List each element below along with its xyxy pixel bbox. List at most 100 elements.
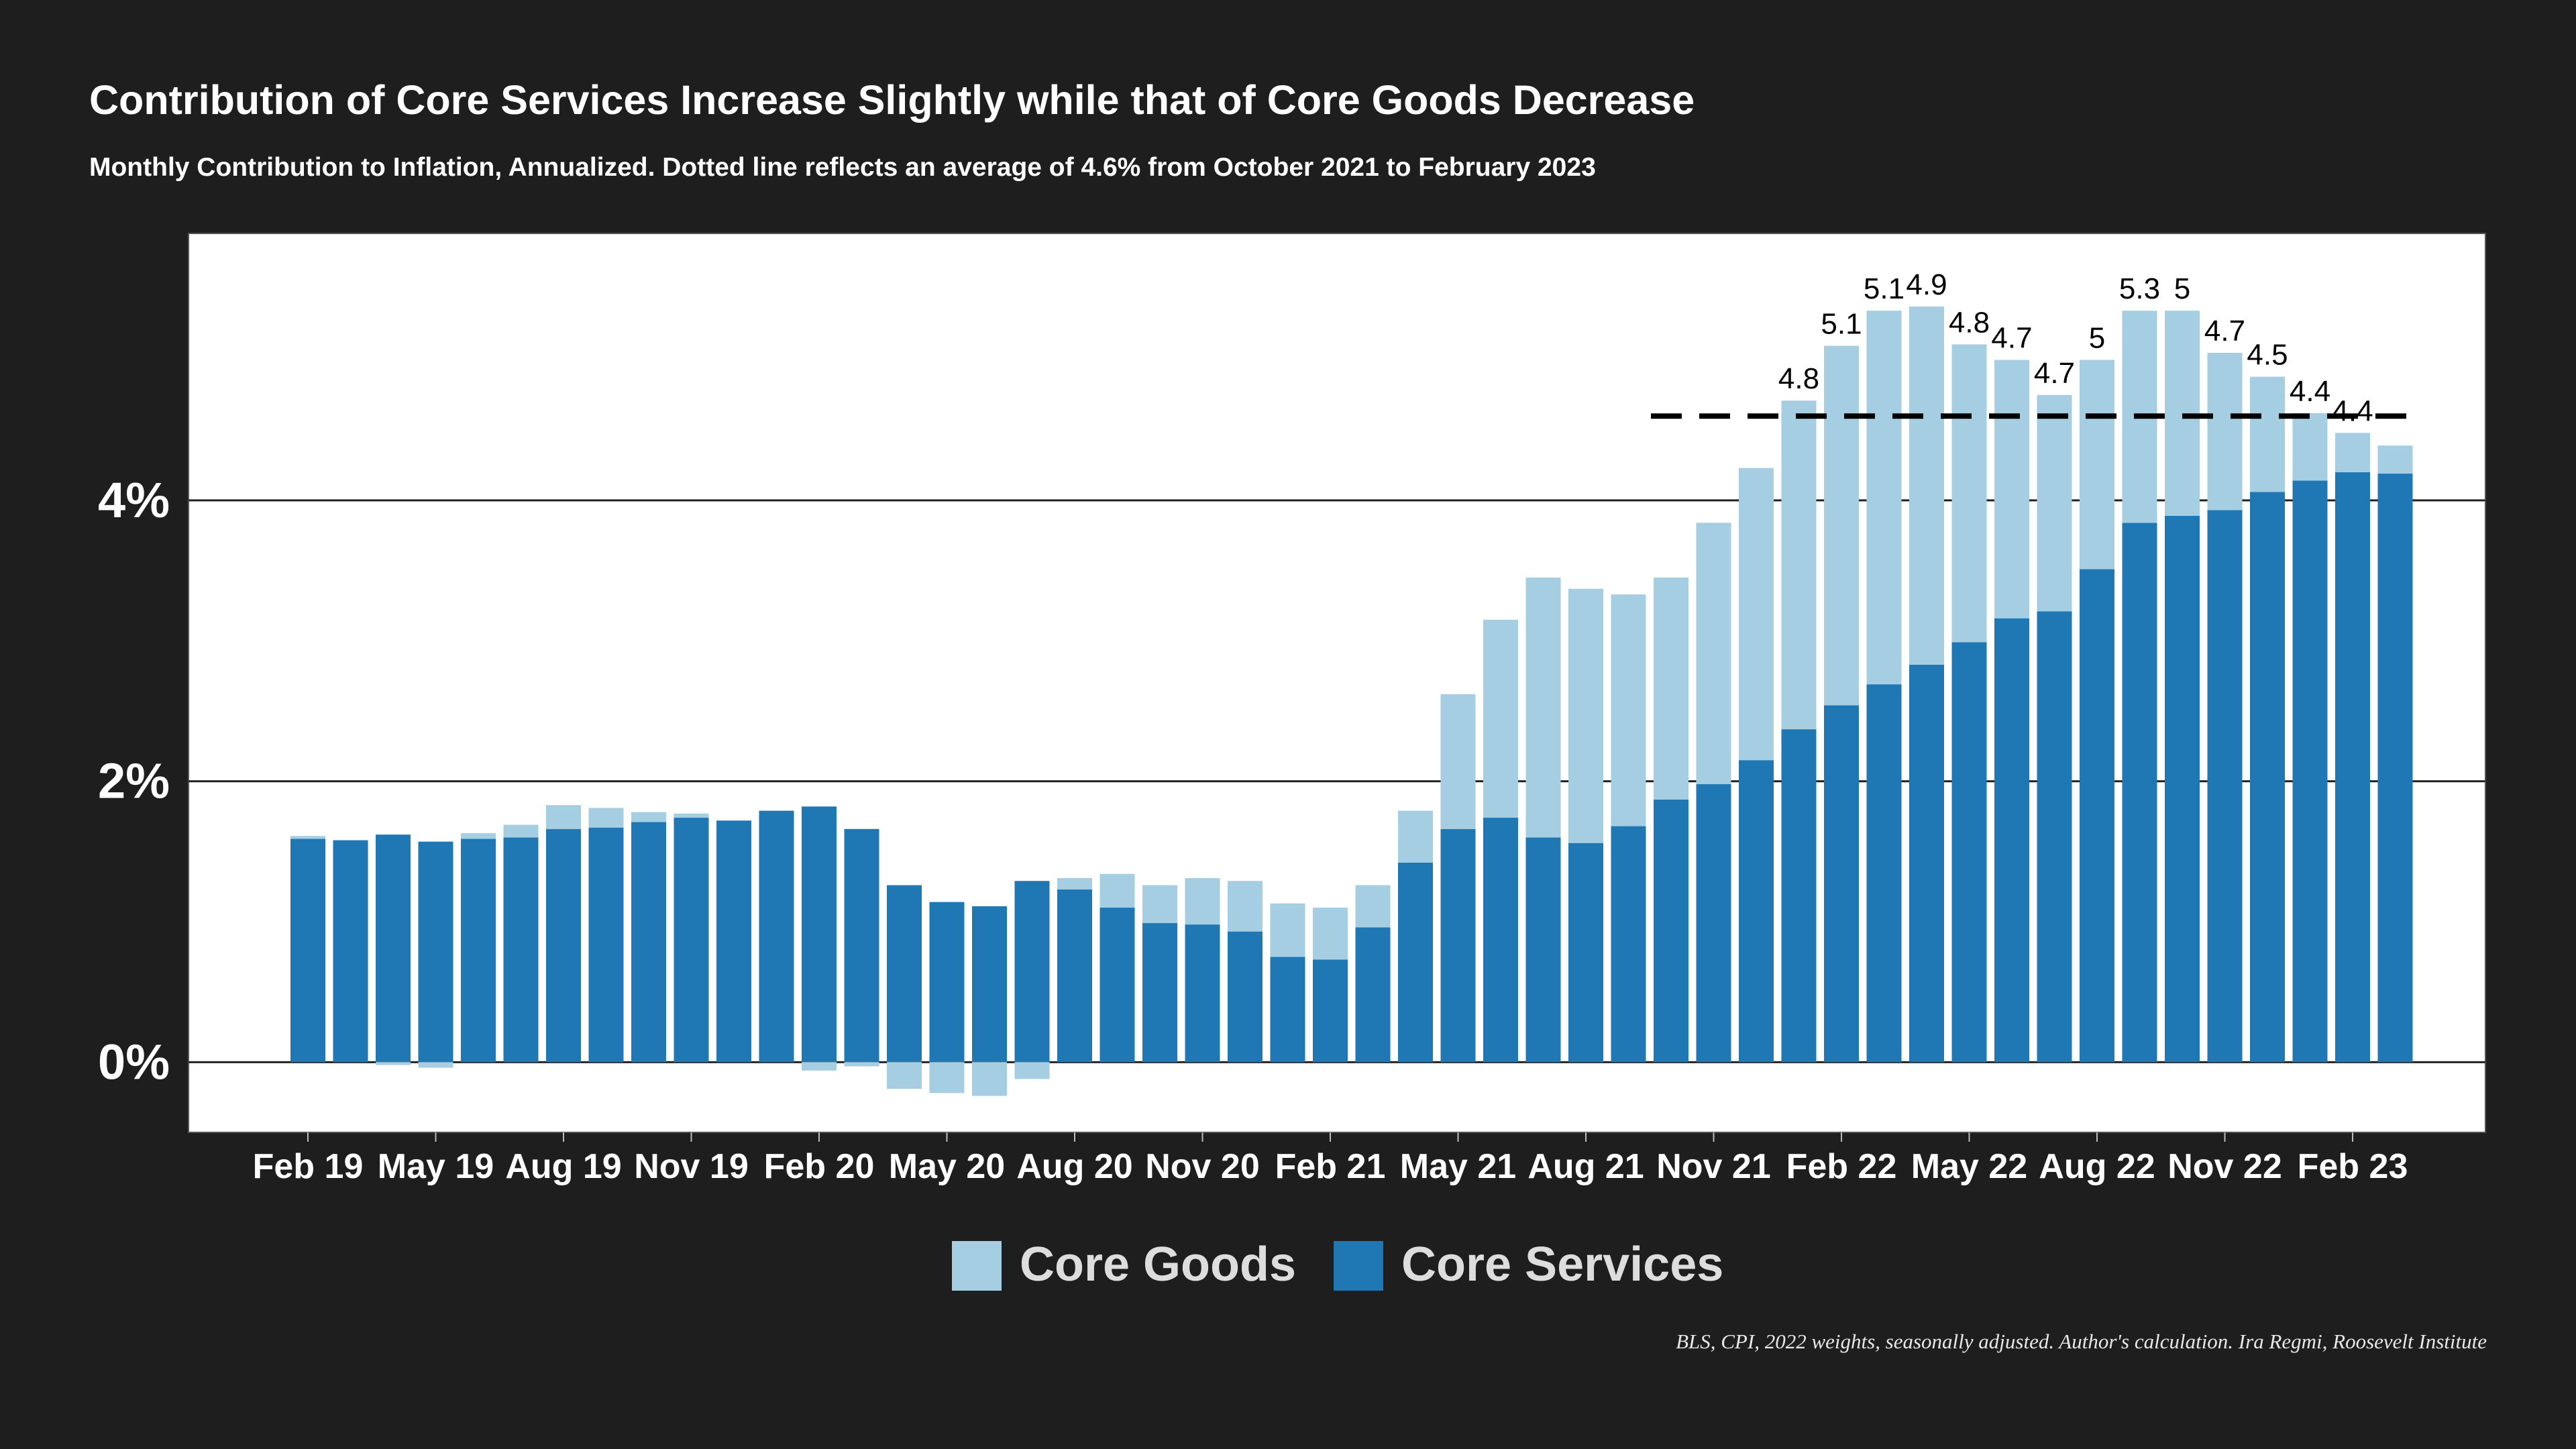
bar-core-goods: [1696, 523, 1731, 784]
bar-core-goods: [1313, 908, 1348, 960]
bar-core-goods: [1866, 311, 1902, 685]
x-tick-label: Aug 19: [505, 1147, 621, 1186]
bar-core-goods: [1483, 619, 1518, 818]
total-label: 4.4: [2332, 394, 2373, 427]
x-tick-label: Feb 19: [253, 1147, 364, 1186]
bar-core-goods: [2207, 352, 2243, 511]
bar-core-goods: [1525, 577, 1561, 838]
bar-core-services: [1525, 837, 1561, 1063]
bar-core-services: [2377, 474, 2413, 1063]
bar-core-services: [1611, 826, 1646, 1063]
bar-core-goods: [418, 1062, 453, 1068]
bar-core-services: [1355, 927, 1391, 1063]
bar-core-goods: [1739, 468, 1774, 761]
x-tick-label: Nov 19: [634, 1147, 749, 1186]
x-tick-label: Feb 20: [764, 1147, 875, 1186]
total-label: 4.7: [1991, 321, 2032, 354]
bar-core-services: [1824, 705, 1859, 1063]
legend-swatch-core-goods: [952, 1241, 1002, 1291]
x-tick-label: Nov 20: [1145, 1147, 1260, 1186]
bar-core-services: [2335, 472, 2370, 1063]
bar-core-goods: [290, 836, 325, 839]
bar-core-goods: [802, 1062, 837, 1071]
bar-core-goods: [1440, 694, 1476, 829]
bar-core-services: [1440, 828, 1476, 1063]
bar-core-services: [631, 822, 666, 1063]
bar-core-services: [1270, 957, 1305, 1063]
bar-core-services: [972, 906, 1007, 1063]
bar-core-services: [929, 902, 965, 1063]
bar-core-services: [1142, 923, 1177, 1063]
bar-core-goods: [844, 1062, 879, 1067]
bar-core-goods: [2165, 311, 2200, 516]
x-tick-label: Nov 21: [1656, 1147, 1771, 1186]
bar-core-goods: [1611, 594, 1646, 826]
y-tick-label: 2%: [98, 753, 170, 809]
x-tick-label: May 20: [889, 1147, 1005, 1186]
bar-core-services: [1909, 664, 1944, 1063]
bar-core-services: [2207, 510, 2243, 1063]
bar-core-services: [1994, 618, 2029, 1063]
x-tick-label: Aug 21: [1527, 1147, 1644, 1186]
legend-label-core-services: Core Services: [1401, 1238, 1723, 1291]
bar-core-services: [716, 820, 751, 1063]
bar-core-services: [802, 806, 837, 1063]
bar-core-services: [1951, 642, 1987, 1063]
bar-core-goods: [1355, 885, 1391, 928]
x-tick-label: May 21: [1400, 1147, 1516, 1186]
bar-core-goods: [1398, 810, 1433, 863]
bar-core-services: [461, 839, 496, 1063]
bar-core-goods: [2292, 413, 2328, 481]
y-tick-label: 0%: [98, 1034, 170, 1089]
bar-core-services: [376, 835, 411, 1063]
bar-core-goods: [1270, 903, 1305, 957]
bar-core-goods: [887, 1062, 922, 1089]
bar-core-goods: [2335, 433, 2370, 472]
bar-core-goods: [972, 1062, 1007, 1096]
total-label: 5.1: [1821, 308, 1862, 341]
bar-core-goods: [1781, 400, 1817, 730]
bar-core-services: [1099, 908, 1135, 1063]
bar-core-goods: [1654, 577, 1688, 800]
total-label: 5.1: [1864, 272, 1904, 305]
total-label: 5.3: [2119, 272, 2160, 305]
x-tick-label: Feb 22: [1786, 1147, 1897, 1186]
bar-core-goods: [376, 1062, 411, 1065]
bar-core-services: [887, 885, 922, 1063]
bar-core-services: [546, 828, 581, 1063]
y-tick-label: 4%: [98, 472, 170, 528]
bar-core-goods: [546, 805, 581, 829]
total-label: 5: [2174, 272, 2190, 305]
bar-core-services: [2037, 611, 2072, 1063]
bar-core-services: [1313, 959, 1348, 1063]
bar-core-services: [418, 841, 453, 1063]
total-label: 4.7: [2034, 357, 2075, 390]
bar-core-services: [1057, 889, 1092, 1063]
bar-core-services: [503, 837, 539, 1063]
bar-core-services: [2250, 492, 2285, 1063]
bar-core-goods: [588, 808, 624, 828]
bar-core-goods: [1014, 1062, 1050, 1079]
bar-core-services: [1185, 924, 1220, 1063]
bar-core-services: [2080, 569, 2114, 1063]
bar-core-services: [1781, 729, 1817, 1063]
bar-core-services: [2165, 515, 2200, 1063]
bar-core-services: [2292, 480, 2328, 1063]
legend-label-core-goods: Core Goods: [1020, 1238, 1296, 1291]
bar-core-goods: [2080, 360, 2114, 570]
bar-core-services: [1014, 881, 1050, 1063]
total-label: 4.4: [2290, 375, 2330, 408]
bar-core-goods: [631, 812, 666, 822]
legend-swatch-core-services: [1334, 1241, 1383, 1291]
bar-core-goods: [1142, 885, 1177, 924]
bar-core-services: [2122, 523, 2157, 1063]
total-label: 4.8: [1778, 362, 1819, 395]
x-tick-label: Nov 22: [2167, 1147, 2282, 1186]
bar-core-goods: [1909, 306, 1944, 665]
bar-core-services: [1483, 818, 1518, 1063]
bar-core-services: [844, 828, 879, 1063]
bar-core-services: [759, 810, 794, 1063]
bar-core-goods: [674, 813, 709, 818]
x-tick-label: May 22: [1911, 1147, 2027, 1186]
